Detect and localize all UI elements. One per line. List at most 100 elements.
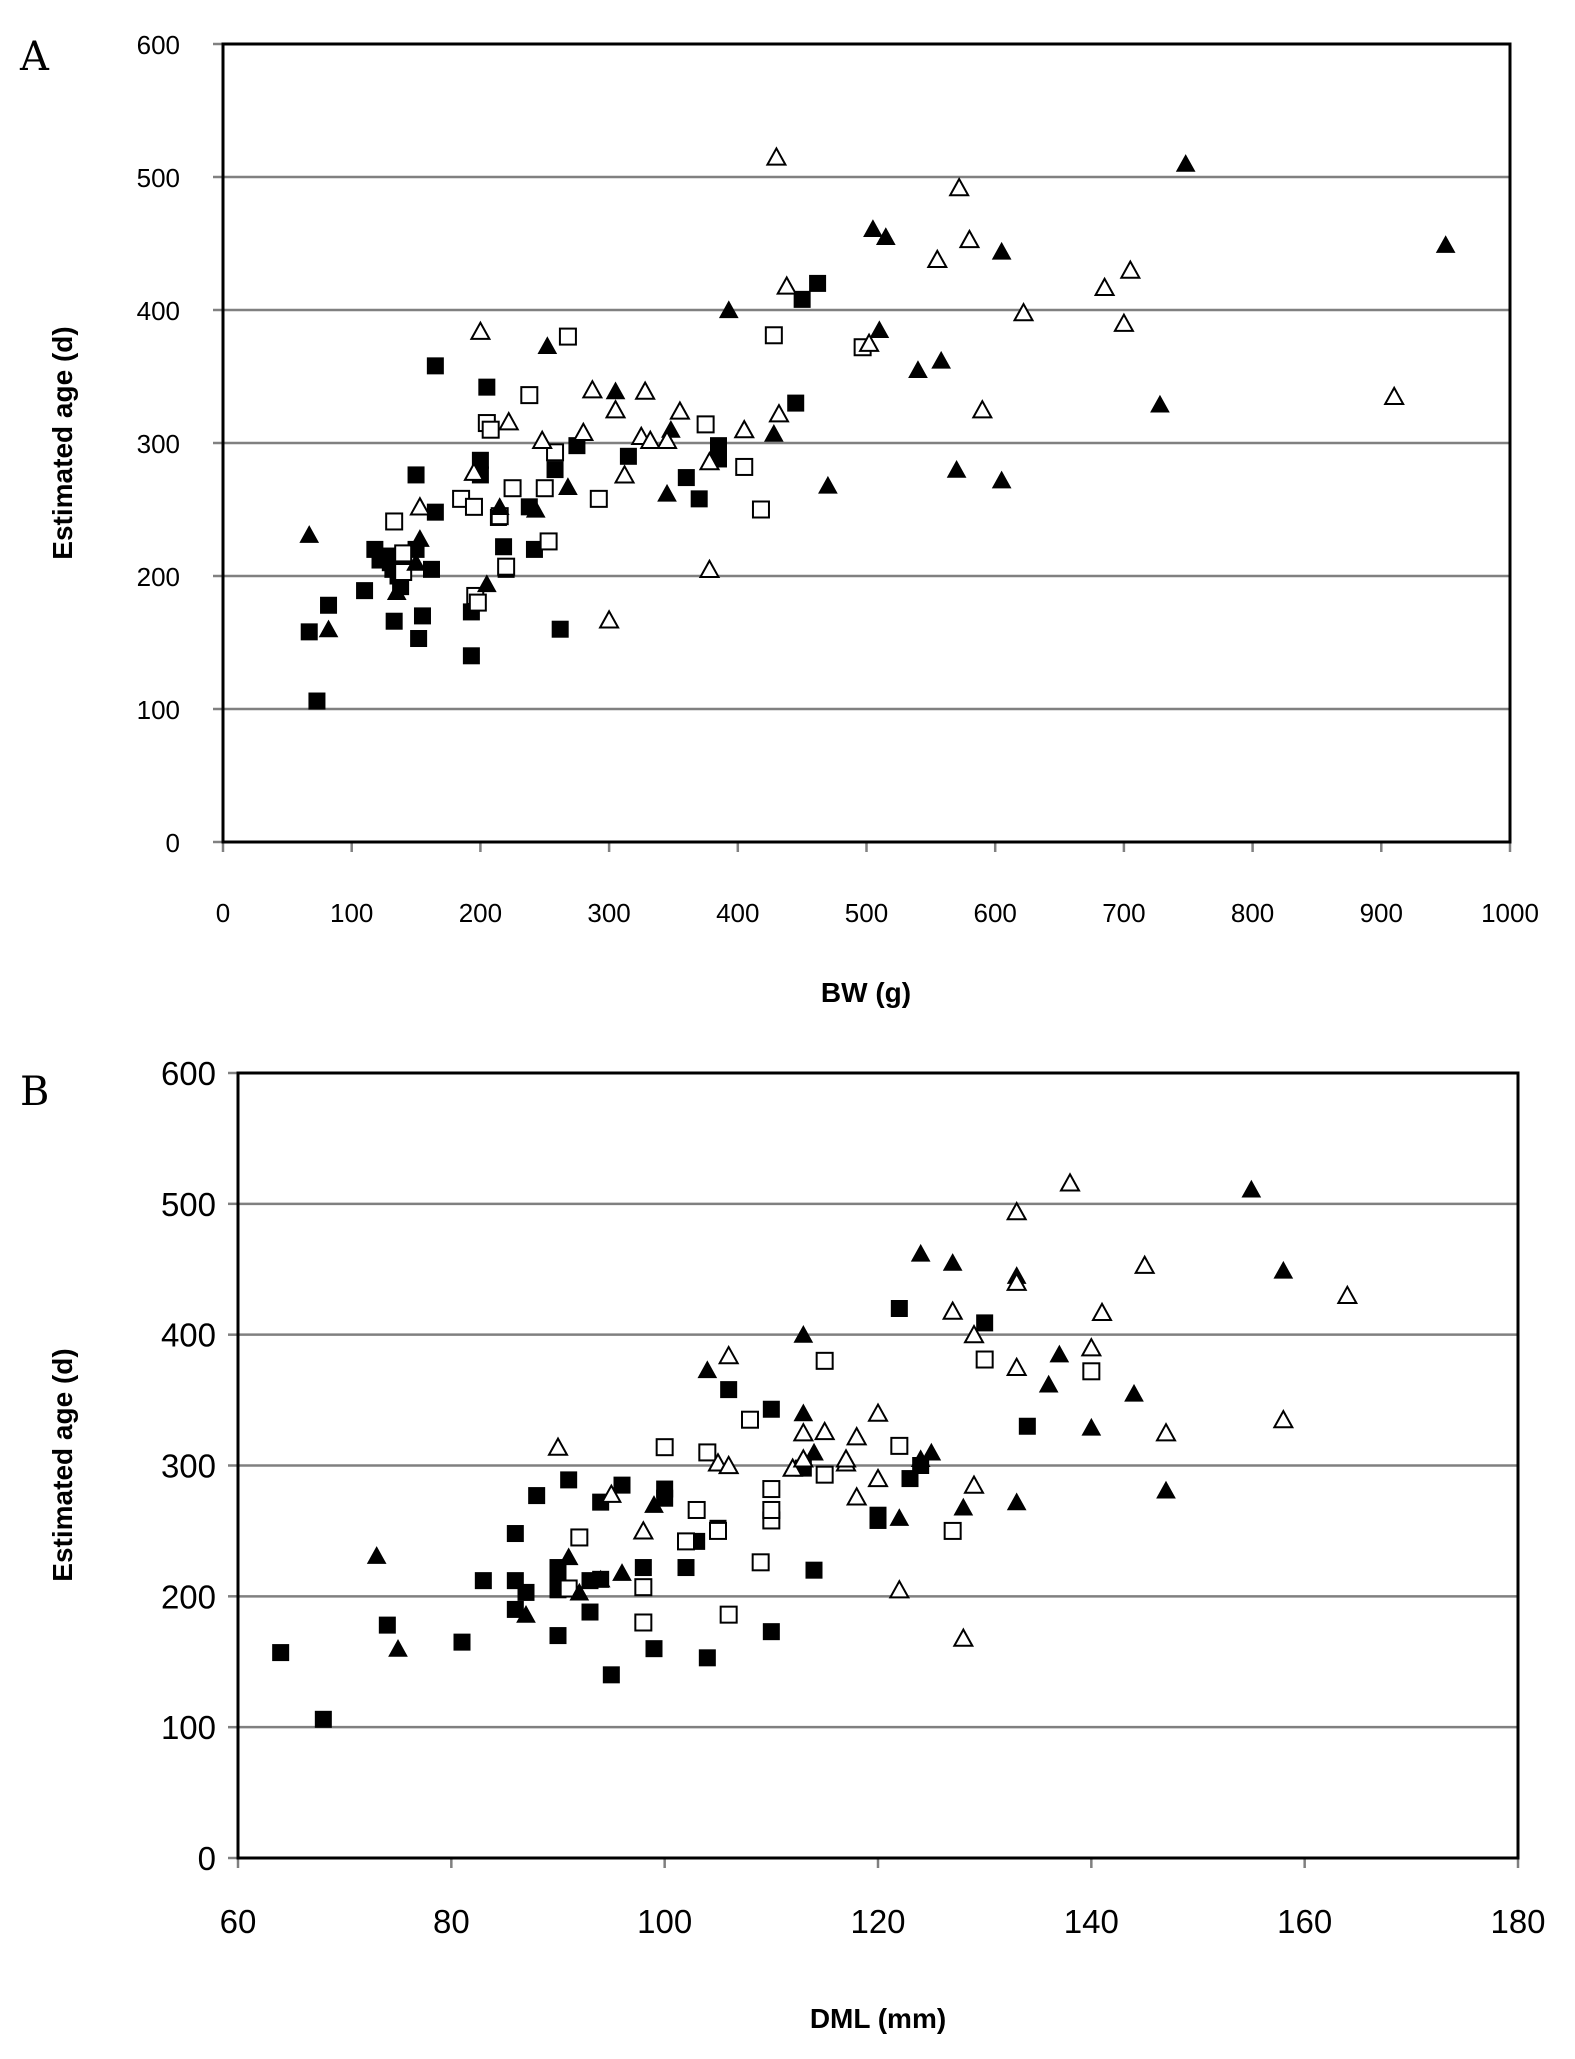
panel-b-marker-filled-square	[378, 1616, 396, 1634]
panel-b-y-tick-label: 200	[161, 1578, 216, 1615]
panel-a-marker-filled-triangle	[558, 477, 578, 495]
panel-a-marker-filled-triangle	[818, 475, 838, 494]
panel-a-marker-open-square	[558, 327, 577, 346]
panel-a-marker-filled-square	[793, 290, 811, 308]
panel-a-y-tick-label: 600	[137, 30, 180, 60]
panel-a-marker-filled-triangle	[386, 582, 407, 601]
panel-b-x-tick-label: 180	[1490, 1903, 1545, 1940]
panel-b-marker-filled-triangle	[612, 1563, 632, 1581]
panel-b-y-tick-label: 100	[161, 1709, 216, 1746]
panel-b-marker-filled-square	[890, 1300, 908, 1317]
panel-a-marker-open-triangle	[409, 496, 431, 516]
panel-a-label: A	[19, 34, 50, 80]
panel-b-marker-open-square	[634, 1613, 653, 1632]
panel-b-marker-open-triangle	[792, 1422, 815, 1442]
panel-b-y-tick-labels: 0 100 200 300 400 500 600	[161, 1055, 216, 1877]
panel-a-marker-filled-square	[677, 469, 695, 487]
panel-a-marker-filled-square	[787, 394, 805, 412]
panel-b-marker-open-triangle	[547, 1436, 569, 1456]
panel-b-marker-open-triangle	[1005, 1271, 1028, 1291]
panel-a-marker-filled-square	[690, 490, 708, 508]
panel-b-marker-filled-triangle	[1241, 1179, 1262, 1198]
panel-a-marker-open-square	[497, 557, 516, 576]
panel-b-marker-filled-triangle	[697, 1360, 718, 1379]
panel-b-marker-open-square	[751, 1553, 770, 1572]
panel-b-y-axis-title: Estimated age (d)	[47, 1348, 78, 1581]
panel-b-marker-open-triangle	[1059, 1172, 1081, 1192]
panel-a-marker-filled-triangle	[525, 499, 546, 518]
panel-a-marker-filled-triangle	[489, 497, 510, 515]
panel-a-marker-filled-square	[551, 620, 569, 638]
panel-a-marker-open-triangle	[613, 464, 636, 484]
panel-b-marker-filled-triangle	[1006, 1492, 1027, 1511]
panel-b-marker-filled-square	[453, 1633, 471, 1651]
panel-b-marker-filled-square	[720, 1381, 738, 1399]
panel-a-marker-filled-triangle	[476, 574, 497, 593]
panel-b-marker-filled-square	[506, 1525, 524, 1543]
panel-a-marker-filled-triangle	[763, 424, 784, 442]
panel-b-plot-frame	[236, 1071, 1520, 1860]
panel-a-marker-open-triangle	[669, 400, 691, 420]
panel-b-marker-open-square	[709, 1521, 727, 1540]
panel-a-markers	[299, 146, 1456, 710]
panel-b-marker-open-square	[762, 1480, 781, 1499]
panel-a-marker-filled-square	[385, 612, 403, 630]
panel-a-marker-open-square	[464, 497, 483, 516]
panel-b-marker-filled-square	[805, 1561, 823, 1579]
panel-b-marker-filled-square	[762, 1623, 780, 1641]
panel-a: A 0 100 200 300 400 500 600 700 800 900 1000 0 100 2…	[19, 30, 1539, 1008]
panel-a-marker-open-triangle	[498, 411, 520, 431]
panel-b-marker-open-square	[698, 1443, 717, 1462]
panel-b-marker-open-triangle	[952, 1627, 975, 1647]
panel-b-marker-filled-triangle	[1049, 1344, 1070, 1363]
panel-a-marker-open-square	[385, 512, 404, 531]
panel-b-marker-open-triangle	[1336, 1284, 1359, 1305]
panel-a-marker-filled-square	[413, 607, 431, 625]
panel-a-marker-filled-triangle	[908, 360, 928, 378]
panel-b-marker-filled-triangle	[569, 1582, 590, 1601]
panel-b-marker-open-triangle	[888, 1579, 911, 1599]
panel-a-marker-filled-triangle	[869, 320, 890, 339]
panel-b-marker-filled-triangle	[793, 1325, 814, 1343]
panel-b-marker-filled-square	[314, 1710, 332, 1728]
panel-a-marker-open-triangle	[656, 429, 678, 449]
panel-a-y-tick-labels: 0 100 200 300 400 500 600	[137, 30, 180, 858]
panel-a-marker-filled-square	[308, 692, 326, 710]
panel-b-marker-filled-triangle	[1038, 1374, 1059, 1393]
panel-a-marker-filled-square	[426, 357, 444, 375]
panel-b-y-tick-label: 500	[161, 1186, 216, 1223]
panel-a-marker-filled-triangle	[1150, 394, 1170, 413]
panel-a-marker-open-triangle	[1383, 385, 1405, 406]
panel-b-gridlines	[238, 1071, 1518, 1729]
panel-a-marker-open-triangle	[604, 399, 627, 419]
panel-b-x-tick-label: 140	[1064, 1903, 1119, 1940]
panel-b-marker-open-triangle	[717, 1344, 740, 1365]
panel-b-marker-open-square	[634, 1578, 653, 1597]
panel-b-marker-open-triangle	[963, 1474, 985, 1494]
panel-a-marker-open-square	[735, 457, 754, 476]
panel-a-marker-open-triangle	[858, 332, 880, 352]
panel-b-marker-open-triangle	[1272, 1409, 1295, 1429]
panel-b-marker-open-triangle	[867, 1402, 889, 1422]
panel-b-marker-filled-triangle	[558, 1547, 579, 1566]
panel-a-marker-open-square	[696, 415, 715, 434]
panel-a-marker-filled-triangle	[537, 336, 558, 355]
panel-b-marker-open-triangle	[632, 1520, 655, 1540]
panel-b-marker-filled-triangle	[793, 1403, 814, 1422]
panel-b-x-tick-label: 60	[220, 1903, 257, 1940]
panel-a-x-tick-label: 200	[459, 898, 502, 928]
panel-a-marker-open-square	[503, 479, 522, 498]
panel-a-y-tick-label: 400	[137, 296, 180, 326]
panel-a-plot-frame	[221, 42, 1512, 844]
panel-b-marker-filled-triangle	[1124, 1383, 1144, 1402]
panel-b-ticks	[228, 1071, 1520, 1868]
panel-a-marker-open-triangle	[948, 176, 970, 197]
panel-a-marker-filled-triangle	[406, 553, 426, 571]
panel-a-marker-open-square	[535, 479, 554, 498]
panel-b-marker-filled-triangle	[921, 1442, 942, 1461]
panel-a-marker-filled-square	[495, 538, 513, 556]
panel-b-marker-filled-triangle	[889, 1508, 910, 1526]
panel-b-marker-filled-square	[901, 1470, 919, 1488]
panel-b-marker-open-square	[943, 1521, 962, 1540]
